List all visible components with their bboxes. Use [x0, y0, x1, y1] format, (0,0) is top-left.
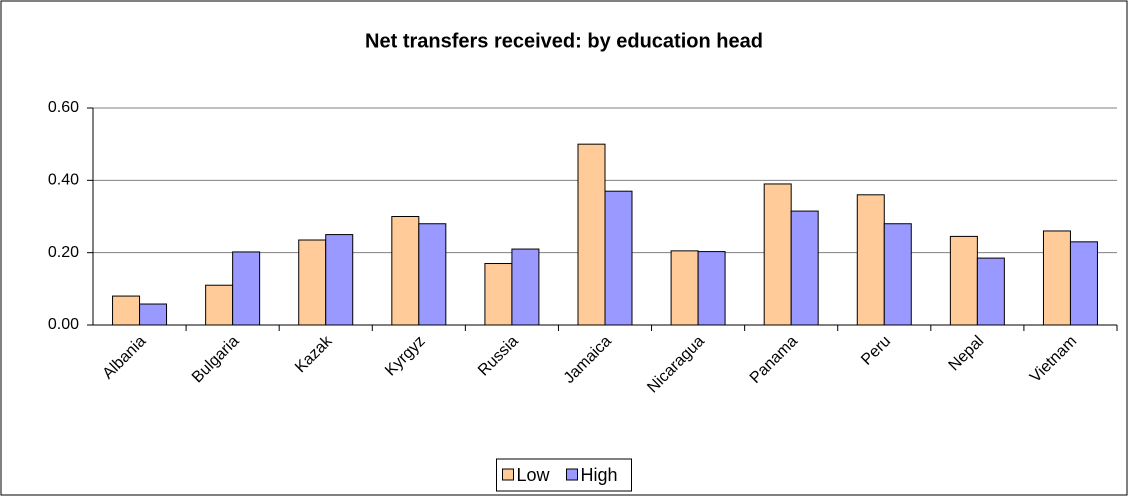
bar	[670, 250, 699, 326]
bar	[298, 239, 327, 326]
bar	[697, 251, 726, 326]
bar	[139, 303, 168, 326]
bar	[511, 248, 540, 326]
bar	[577, 143, 606, 326]
y-tick-label: 0.00	[48, 316, 79, 333]
bar	[604, 190, 633, 326]
bar	[112, 295, 141, 326]
chart-title: Net transfers received: by education hea…	[365, 30, 763, 52]
bar	[883, 223, 912, 326]
bar	[1069, 241, 1098, 326]
bar	[1042, 230, 1071, 326]
y-tick-label: 0.40	[48, 172, 79, 189]
legend-swatch	[566, 468, 578, 481]
bar	[325, 234, 354, 326]
legend-swatch	[502, 468, 514, 481]
bar	[391, 216, 420, 326]
bar	[232, 251, 261, 326]
legend-box	[496, 458, 632, 492]
y-tick-label: 0.60	[48, 99, 79, 116]
bar	[484, 263, 513, 326]
bar	[205, 284, 234, 326]
bar	[856, 194, 885, 326]
legend-label: High	[581, 465, 618, 485]
bar	[790, 210, 819, 326]
legend-label: Low	[517, 465, 551, 485]
bar	[763, 183, 792, 326]
bar	[949, 235, 978, 326]
bar	[976, 257, 1005, 326]
bar	[418, 223, 447, 326]
y-tick-label: 0.20	[48, 244, 79, 261]
